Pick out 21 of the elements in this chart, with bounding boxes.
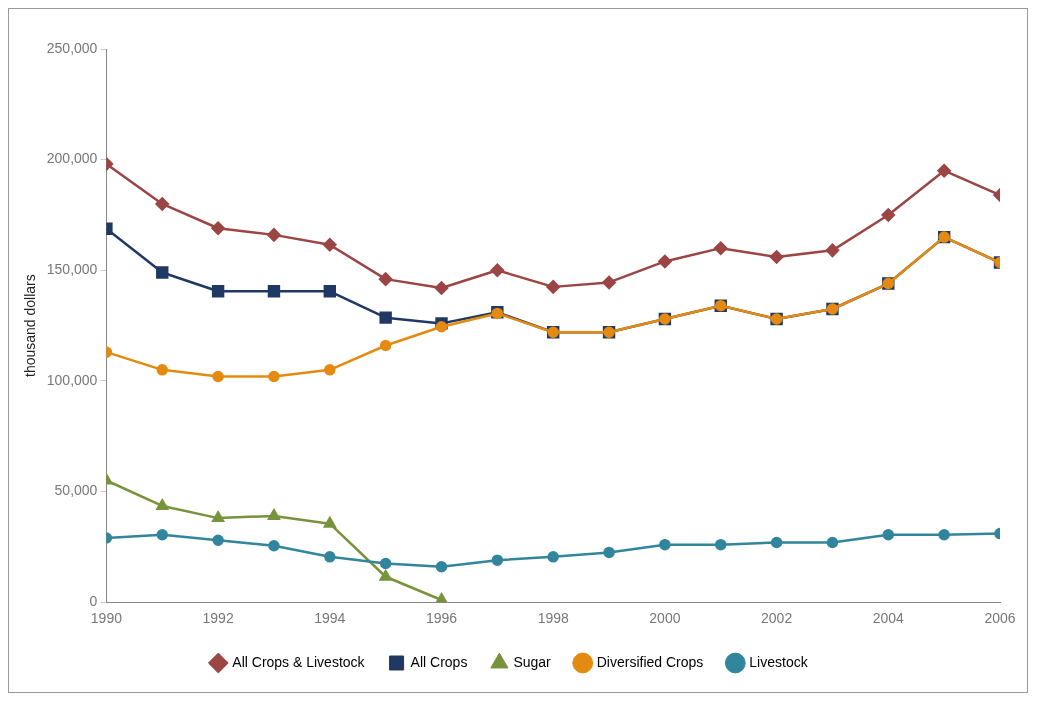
legend-label: Diversified Crops [596,653,704,670]
y-tick-label: 250,000 [46,39,98,56]
x-tick-label: 1992 [202,610,234,627]
x-tick-label: 1996 [425,610,458,627]
x-tick-label: 1990 [90,610,123,627]
y-tick-label: 150,000 [46,261,98,278]
x-tick-label: 2002 [761,610,793,627]
x-tick-label: 2004 [872,610,905,627]
y-tick-label: 100,000 [46,371,98,388]
x-tick-label: 1998 [537,610,569,627]
legend-label: All Crops [410,653,468,670]
y-tick-label: 50,000 [54,482,98,499]
legend-label: Sugar [513,653,552,670]
legend-label: All Crops & Livestock [232,653,366,670]
x-tick-label: 1994 [314,610,346,627]
y-axis-title: thousand dollars [22,274,39,377]
legend-label: Livestock [749,653,809,670]
y-tick-label: 200,000 [46,150,98,167]
x-tick-label: 2006 [984,610,1016,627]
x-tick-label: 2000 [649,610,681,627]
y-tick-label: 0 [89,593,98,610]
